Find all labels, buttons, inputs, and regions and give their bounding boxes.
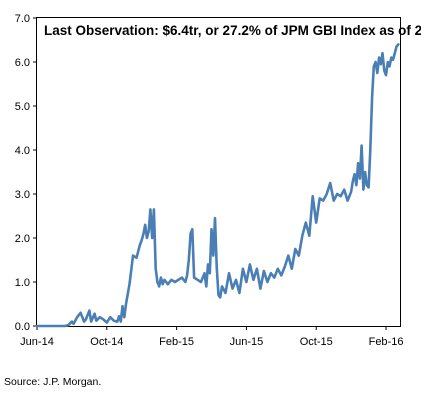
y-axis: 0.0 1.0 2.0 3.0 4.0 5.0 6.0 7.0 (15, 13, 37, 333)
source-note: Source: J.P. Morgan. (4, 376, 102, 388)
x-tick-label: Jun-15 (230, 336, 264, 348)
y-tick-label: 3.0 (15, 189, 30, 201)
x-tick-label: Jun-14 (20, 336, 54, 348)
y-tick-label: 5.0 (15, 101, 30, 113)
y-tick-label: 0.0 (15, 321, 30, 333)
chart-title: Last Observation: $6.4tr, or 27.2% of JP… (44, 23, 421, 38)
x-tick-label: Oct-14 (90, 336, 123, 348)
x-tick-label: Feb-16 (369, 336, 404, 348)
y-tick-label: 6.0 (15, 57, 30, 69)
x-tick-label: Oct-15 (300, 336, 333, 348)
series-line (35, 43, 400, 328)
y-tick-label: 1.0 (15, 277, 30, 289)
plot-frame (36, 17, 401, 327)
y-tick-label: 4.0 (15, 145, 30, 157)
y-tick-label: 7.0 (15, 13, 30, 25)
x-axis: Jun-14 Oct-14 Feb-15 Jun-15 Oct-15 Feb-16 (20, 326, 403, 348)
y-tick-label: 2.0 (15, 233, 30, 245)
x-tick-label: Feb-15 (159, 336, 194, 348)
